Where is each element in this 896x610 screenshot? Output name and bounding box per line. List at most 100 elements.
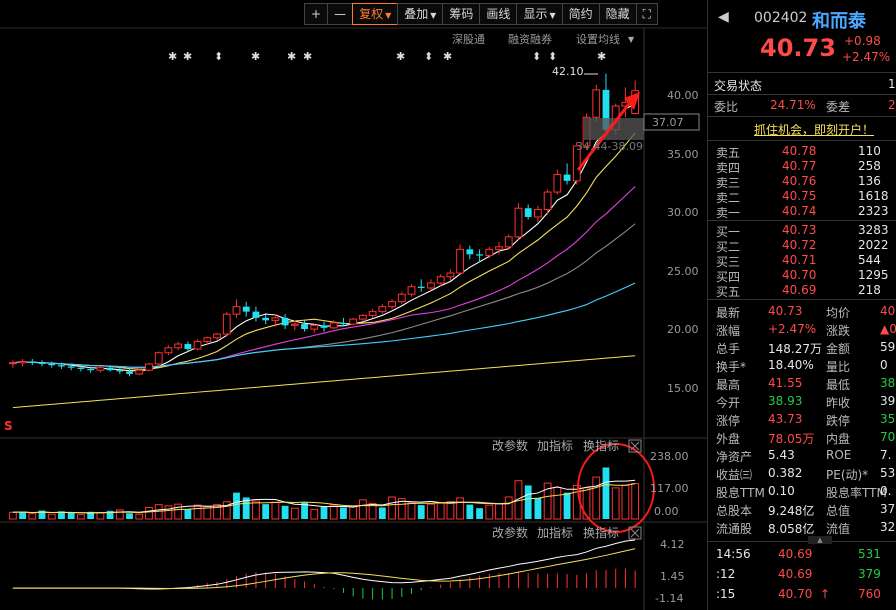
sell-level: 卖五 40.78 110 [708,143,896,161]
margin-trading-link[interactable]: 融资融券 [508,32,552,46]
chevron-down-icon: ▼ [430,11,437,20]
hide-button[interactable]: 隐藏 [598,3,637,25]
buy-level: 买三 40.71 544 [708,252,896,270]
indicator-series [12,539,636,600]
candle [242,301,250,317]
candle [485,246,494,259]
event-marker-icon: ⬍ [532,50,541,63]
stock-name[interactable]: 和而泰 [812,11,866,32]
stat-value: 78.05万 [768,432,815,446]
high-price-label: 42.10 [552,65,584,78]
price-change: +0.98 [844,34,881,48]
candle [310,324,319,333]
quote-panel: ◀ 002402 和而泰 40.73 +0.98 +2.47% 交易状态 1 委… [707,0,896,610]
ind-close-icon[interactable] [628,526,642,540]
level-volume: 136 [858,174,881,188]
level-volume: 218 [858,283,881,297]
stat-value: 9.248亿 [768,504,815,518]
candle [446,269,455,281]
event-marker-icon: ✱ [168,50,177,63]
level-price: 40.73 [782,223,817,237]
draw-line-button[interactable]: 画线 [479,3,518,25]
stat-value: 148.27万 [768,342,822,356]
ind-switch-indicator-link[interactable]: 换指标 [583,525,619,540]
vol-close-icon[interactable] [628,439,642,453]
stat-value: 59.5 [880,340,896,354]
promo-text[interactable]: 抓住机会，即刻开户！ [754,123,875,137]
ma60-line [12,282,636,368]
level-price: 40.70 [782,268,817,282]
candle [232,299,241,318]
stat-label: 最新 [716,306,741,320]
candle [154,351,163,366]
level-label: 买二 [716,240,741,254]
volume-bar [436,502,445,520]
event-marker-icon: ⬍ [548,50,557,63]
tick-volume: 531 [858,547,881,561]
vol-edit-params-link[interactable]: 改参数 [492,438,528,453]
level-price: 40.76 [782,174,817,188]
status-value: 1 [888,77,896,91]
candle [340,317,347,327]
tick-price: 40.69 [778,547,813,561]
candle [407,284,416,297]
price-row: 40.73 +0.98 +2.47% [708,34,896,66]
tick-time: :15 [716,587,736,601]
ind-edit-params-link[interactable]: 改参数 [492,525,528,540]
candle [301,320,308,332]
price-marker-box [643,113,700,131]
volume-bar [242,497,250,519]
level-price: 40.75 [782,189,817,203]
event-marker-icon: ✱ [251,50,260,63]
stat-label: 涨幅 [716,324,741,338]
signal-mark: S [4,419,13,433]
promo-link[interactable]: 抓住机会，即刻开户！ [708,120,896,138]
candle [281,314,289,330]
candle [87,366,95,373]
ma-settings-link[interactable]: 设置均线 [576,32,620,46]
stat-value: 35 [880,412,896,426]
ma250-line [12,355,636,409]
ind-add-indicator-link[interactable]: 加指标 [537,525,573,540]
stat-value: 0. [880,484,892,498]
candle [592,84,601,123]
vol-add-indicator-link[interactable]: 加指标 [537,438,573,453]
level-label: 卖一 [716,206,741,220]
hk-connect-link[interactable]: 深股通 [452,33,485,46]
stat-value: 70.2 [880,430,896,444]
trend-arrow [576,99,634,171]
candle [456,244,465,275]
volume-bar [427,503,435,520]
level-volume: 2323 [858,204,889,218]
volume-bar [310,508,319,520]
back-icon[interactable]: ◀ [718,9,729,25]
fullscreen-button[interactable]: ⛶ [635,3,659,25]
weibi-value: 24.71% [770,98,816,112]
overlay-button[interactable]: 叠加 ▼ [397,3,444,25]
candle [572,142,581,185]
stat-value: 43.73 [768,412,803,426]
volume-bar [135,513,144,520]
level-label: 卖三 [716,176,741,190]
kline-chart[interactable]: ✱ ✱ ⬍ ✱ ✱ ✱ ✱ ⬍ ✱ ⬍ ⬍ ✱ 40.00 35.00 30.00 25.00 20.… [0,0,707,610]
candle [203,336,212,346]
annotations: ✱ ✱ ⬍ ✱ ✱ ✱ ✱ ⬍ ✱ ⬍ ⬍ ✱ [168,50,655,533]
volume-axis-high: 238.00 [650,450,689,463]
stat-value: 7. [880,448,892,462]
volume-bar [611,487,620,520]
level-price: 40.69 [782,283,817,297]
vol-switch-indicator-link[interactable]: 换指标 [583,438,619,453]
simple-button[interactable]: 简约 [561,3,600,25]
stat-row: 涨幅 +2.47% 涨跌 ▲0 [708,321,896,339]
event-marker-icon: ✱ [183,50,192,63]
expand-handle-icon[interactable]: ▲ [808,536,832,544]
volume-bar [495,503,503,520]
level-volume: 2022 [858,238,889,252]
stat-label: 股息率TTM [826,486,887,500]
volume-bar [446,501,455,520]
volume-bar [213,504,221,520]
candle [466,245,474,260]
level-price: 40.74 [782,204,817,218]
status-label: 交易状态 [714,79,763,93]
event-marker-icon: ✱ [396,50,405,63]
